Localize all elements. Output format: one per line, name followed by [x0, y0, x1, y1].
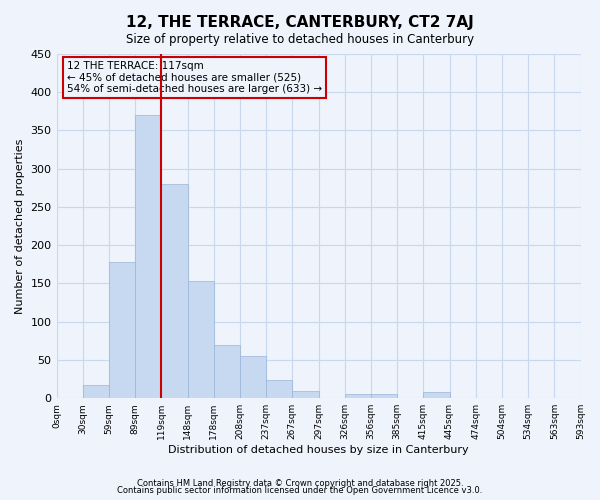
- Bar: [292, 392, 319, 398]
- Bar: [371, 394, 397, 398]
- Text: Contains public sector information licensed under the Open Government Licence v3: Contains public sector information licen…: [118, 486, 482, 495]
- X-axis label: Distribution of detached houses by size in Canterbury: Distribution of detached houses by size …: [168, 445, 469, 455]
- Text: 12, THE TERRACE, CANTERBURY, CT2 7AJ: 12, THE TERRACE, CANTERBURY, CT2 7AJ: [126, 15, 474, 30]
- Bar: [240, 356, 266, 398]
- Bar: [266, 380, 292, 398]
- Bar: [214, 344, 240, 398]
- Y-axis label: Number of detached properties: Number of detached properties: [15, 138, 25, 314]
- Text: Size of property relative to detached houses in Canterbury: Size of property relative to detached ho…: [126, 32, 474, 46]
- Bar: [161, 184, 188, 398]
- Bar: [83, 385, 109, 398]
- Text: 12 THE TERRACE: 117sqm
← 45% of detached houses are smaller (525)
54% of semi-de: 12 THE TERRACE: 117sqm ← 45% of detached…: [67, 61, 322, 94]
- Bar: [345, 394, 371, 398]
- Bar: [135, 115, 161, 398]
- Bar: [424, 392, 449, 398]
- Text: Contains HM Land Registry data © Crown copyright and database right 2025.: Contains HM Land Registry data © Crown c…: [137, 478, 463, 488]
- Bar: [188, 281, 214, 398]
- Bar: [109, 262, 135, 398]
